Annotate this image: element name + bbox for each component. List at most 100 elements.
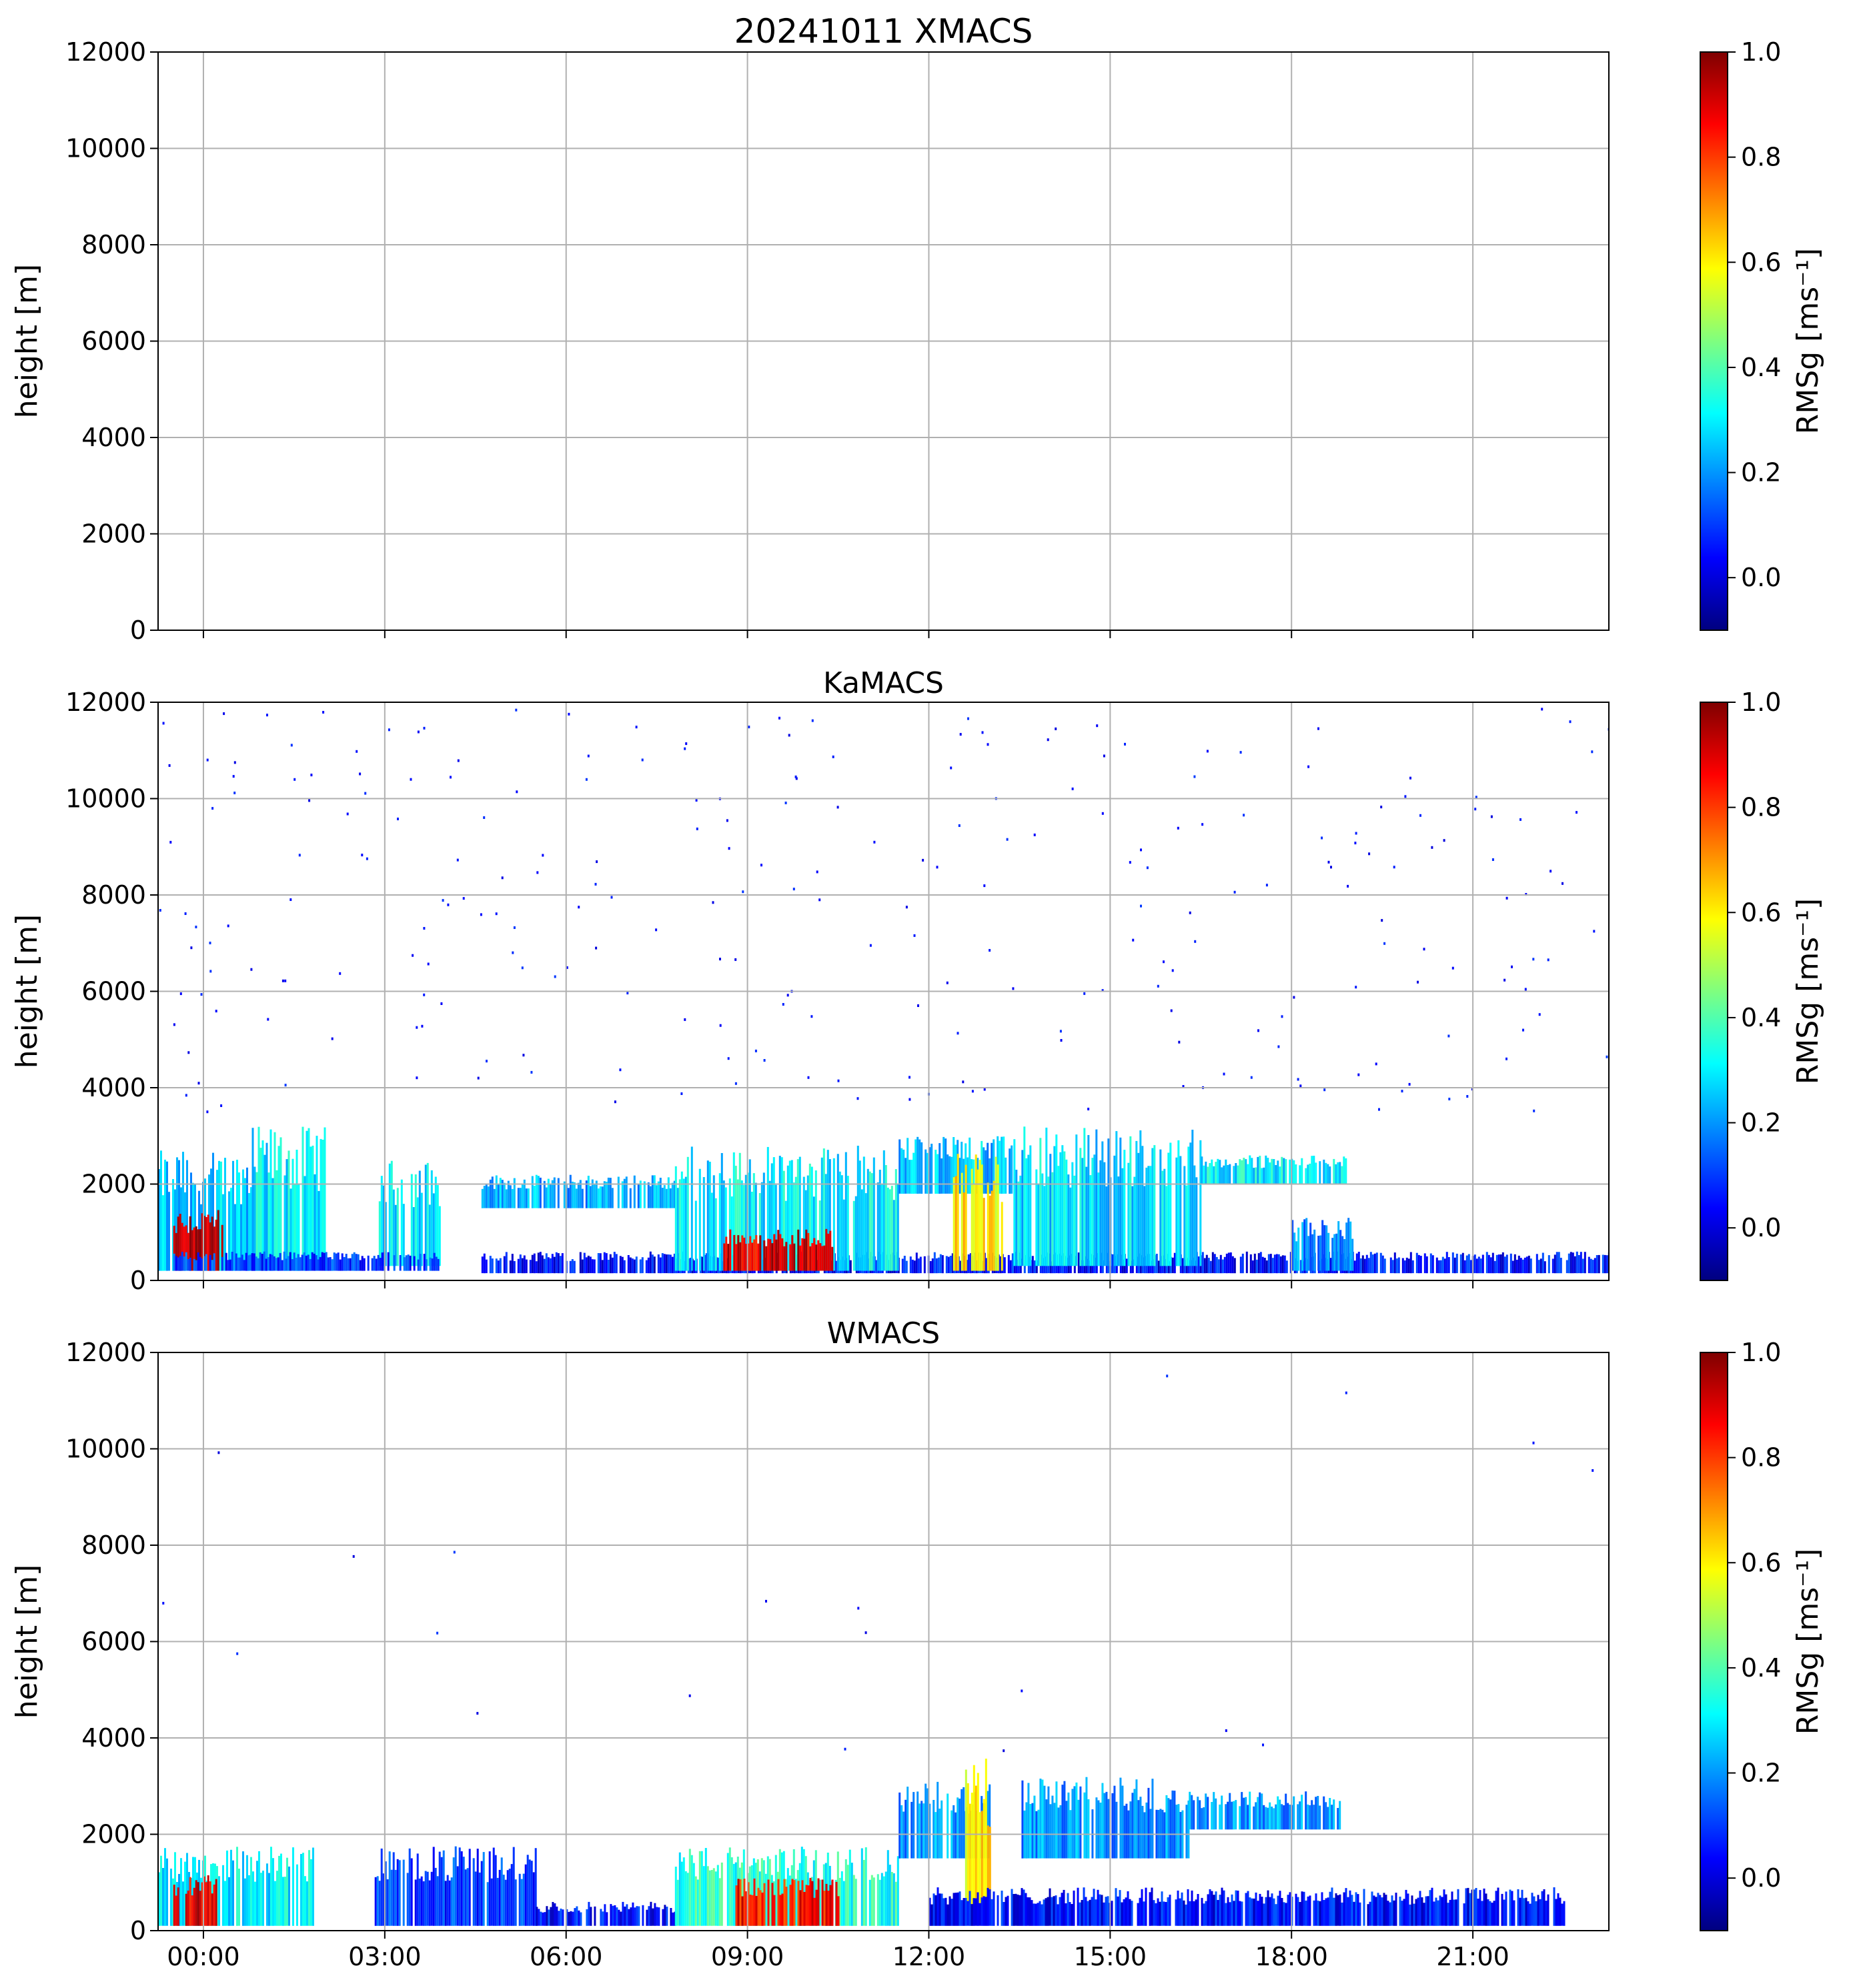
echo-column [627,1255,630,1274]
echo-column [983,1147,985,1194]
echo-column [1433,1901,1435,1926]
echo-column [1149,1892,1151,1926]
colorbar-label: RMSg [ms⁻¹] [1791,248,1825,434]
echo-column [623,1178,626,1208]
echo-column [1301,1222,1304,1271]
echo-column [273,1132,276,1271]
echo-column [1029,1260,1032,1274]
noise-speck [1593,930,1596,933]
noise-speck [197,1082,200,1085]
echo-column [1297,1897,1299,1926]
noise-speck [619,1068,622,1072]
echo-column [969,1253,972,1274]
echo-column [678,1852,681,1926]
echo-column [1175,1805,1178,1859]
echo-column [1045,1799,1048,1859]
echo-column [706,1160,709,1271]
echo-column [1455,1899,1457,1926]
echo-column [923,1256,926,1274]
echo-column [1317,1796,1319,1830]
echo-column [187,1890,189,1926]
colorbar-tick-label: 0.6 [1741,898,1781,927]
echo-column [910,1801,913,1859]
echo-column [1085,1166,1088,1266]
echo-column [1191,1130,1194,1266]
echo-column [1584,1252,1586,1274]
noise-speck [232,775,235,778]
echo-column [641,1257,644,1274]
echo-column [1379,1252,1382,1274]
echo-column [569,1260,572,1274]
echo-column [1123,1150,1126,1266]
echo-column [736,1179,739,1271]
echo-column [1177,1140,1180,1266]
echo-column [733,1234,736,1271]
echo-column [287,1150,290,1271]
echo-column [276,1871,278,1926]
echo-column [1423,1253,1426,1274]
echo-column [526,1855,529,1926]
echo-column [740,1180,743,1271]
echo-column [904,1158,907,1194]
echo-column [1089,1175,1092,1266]
noise-speck [440,1002,443,1005]
echo-column [1011,1145,1013,1194]
echo-column [297,1254,299,1271]
echo-column [1153,1900,1155,1926]
echo-column [803,1238,806,1271]
echo-column [1041,1904,1043,1926]
noise-speck [1321,836,1323,840]
echo-column [1119,1137,1122,1266]
y-tick-label: 12000 [65,688,146,717]
echo-column [1441,1897,1443,1926]
echo-column [160,1150,162,1271]
echo-column [1357,1894,1359,1926]
echo-column [898,1139,901,1194]
echo-column [1287,1803,1289,1830]
echo-column [1039,1779,1042,1859]
echo-column [1209,1260,1212,1274]
echo-column [854,1879,857,1926]
echo-column [892,1200,895,1271]
noise-speck [836,806,839,809]
echo-column [1481,1254,1484,1274]
echo-column [912,1792,915,1859]
echo-column [220,1161,222,1271]
echo-column [1373,1895,1375,1926]
echo-column [1315,1797,1317,1830]
echo-column [1143,1901,1145,1926]
echo-column [531,1254,534,1274]
echo-column [521,1258,524,1274]
echo-column [771,1883,774,1926]
echo-column [663,1185,666,1208]
noise-speck [423,927,426,930]
echo-column [419,1254,422,1271]
echo-column [1197,1894,1199,1926]
noise-speck [1592,1469,1594,1472]
echo-column [551,1254,554,1274]
echo-column [652,1908,654,1926]
echo-column [423,1254,426,1271]
echo-column [175,1895,177,1926]
echo-column [193,1227,195,1271]
echo-column [815,1889,818,1926]
y-tick-label: 6000 [81,327,146,356]
echo-column [1201,1897,1203,1926]
echo-column [1049,1261,1052,1274]
noise-speck [1541,708,1544,711]
echo-column [694,1200,697,1271]
echo-column [1405,1889,1407,1926]
noise-speck [1006,838,1009,841]
noise-speck [512,951,514,954]
echo-column [884,1871,887,1926]
echo-column [1423,1903,1425,1926]
echo-column [939,1143,941,1194]
echo-column [213,1253,215,1271]
echo-column [466,1868,469,1926]
echo-column [491,1258,494,1274]
echo-column [392,1189,395,1266]
echo-column [1283,1902,1285,1926]
echo-column [1125,1258,1128,1274]
echo-column [967,1157,969,1194]
